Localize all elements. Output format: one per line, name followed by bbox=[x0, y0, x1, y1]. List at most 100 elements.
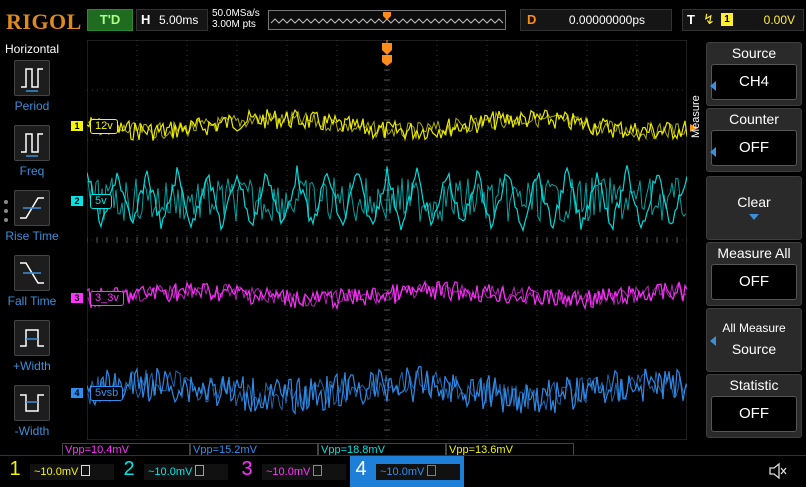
waveform-display[interactable] bbox=[86, 39, 688, 441]
speaker-mute-icon[interactable] bbox=[768, 462, 788, 480]
channel-status-bar: 1 ~10.0mV 2 ~10.0mV 3 ~10.0mV 4 ~10.0mV bbox=[0, 455, 806, 487]
memory-overview-waveform bbox=[270, 12, 504, 24]
freq-icon bbox=[14, 125, 50, 161]
menu-measure-all-label: Measure All bbox=[717, 245, 791, 261]
ch4-scale-value: ~10.0mV bbox=[380, 466, 425, 478]
ch2-bw-icon bbox=[195, 465, 205, 476]
delay-value: 0.00000000ps bbox=[568, 13, 645, 27]
ch3-scale: ~10.0mV bbox=[262, 464, 346, 480]
sample-rate: 50.0MSa/s bbox=[212, 8, 260, 19]
menu-measure-all-value: OFF bbox=[711, 264, 797, 300]
ch1-scale-value: ~10.0mV bbox=[34, 466, 79, 478]
timebase-value: 5.00ms bbox=[159, 13, 199, 27]
memory-overview-bar[interactable] bbox=[268, 10, 506, 30]
menu-statistic-value: OFF bbox=[711, 396, 797, 432]
period-label: Period bbox=[14, 99, 50, 113]
rise-time-icon bbox=[14, 190, 50, 226]
rise-time-function[interactable]: Rise Time bbox=[0, 190, 64, 243]
delay-letter: D bbox=[527, 12, 537, 27]
measurement-1: Vpp=10.4mV bbox=[62, 443, 190, 456]
ch4-label: 5vsb bbox=[90, 386, 124, 401]
menu-title: Measure bbox=[690, 95, 702, 138]
menu-counter-label: Counter bbox=[729, 111, 779, 127]
scroll-indicator bbox=[4, 200, 8, 227]
trigger-display[interactable]: T ↯ 1 0.00V bbox=[682, 9, 804, 31]
menu-source[interactable]: Source CH4 bbox=[706, 42, 802, 106]
rise-time-label: Rise Time bbox=[5, 229, 59, 243]
fall-time-label: Fall Time bbox=[7, 294, 57, 308]
menu-source-value: CH4 bbox=[711, 64, 797, 100]
ch3-scale-value: ~10.0mV bbox=[266, 466, 311, 478]
menu-clear[interactable]: Clear bbox=[706, 176, 802, 240]
trigger-level-marker[interactable] bbox=[690, 122, 700, 132]
freq-function[interactable]: Freq bbox=[0, 125, 64, 178]
menu-measure-all[interactable]: Measure All OFF bbox=[706, 242, 802, 306]
negative-width-label: -Width bbox=[14, 424, 50, 438]
negative-width-icon bbox=[14, 385, 50, 421]
horizontal-letter: H bbox=[141, 12, 151, 27]
menu-source-arrow-icon bbox=[710, 81, 716, 91]
menu-counter-value: OFF bbox=[711, 130, 797, 166]
ch4-number: 4 bbox=[355, 458, 367, 480]
ch3-number: 3 bbox=[241, 458, 253, 480]
run-status-badge[interactable]: T'D bbox=[87, 9, 133, 31]
acquisition-info: 50.0MSa/s 3.00M pts bbox=[212, 8, 260, 30]
ch3-offset-marker[interactable]: 3 bbox=[71, 293, 83, 303]
period-icon bbox=[14, 60, 50, 96]
negative-width-function[interactable]: -Width bbox=[0, 385, 64, 438]
trigger-source: 1 bbox=[721, 13, 733, 26]
ch4-bw-icon bbox=[427, 465, 437, 476]
ch4-offset-marker[interactable]: 4 bbox=[71, 388, 83, 398]
brand-logo: RIGOL bbox=[6, 9, 82, 34]
horizontal-measure-panel: Horizontal Period Freq Rise Time Fall Ti… bbox=[0, 40, 64, 450]
ch1-number: 1 bbox=[9, 458, 21, 480]
positive-width-function[interactable]: +Width bbox=[0, 320, 64, 373]
menu-all-measure-value: Source bbox=[731, 341, 777, 357]
ch2-offset-marker[interactable]: 2 bbox=[71, 196, 83, 206]
ch3-bw-icon bbox=[313, 465, 323, 476]
ch1-offset-marker[interactable]: 1 bbox=[71, 121, 83, 131]
ch1-scale: ~10.0mV bbox=[30, 464, 114, 480]
ch2-status[interactable]: 2 ~10.0mV bbox=[118, 456, 228, 487]
freq-label: Freq bbox=[19, 164, 45, 178]
ch3-label: 3_3v bbox=[90, 291, 124, 306]
ch4-scale: ~10.0mV bbox=[376, 464, 460, 480]
ch2-number: 2 bbox=[123, 458, 135, 480]
positive-width-label: +Width bbox=[13, 359, 51, 373]
menu-counter-arrow-icon bbox=[710, 147, 716, 157]
ch3-status[interactable]: 3 ~10.0mV bbox=[236, 456, 346, 487]
fall-time-icon bbox=[14, 255, 50, 291]
trigger-position-marker[interactable] bbox=[381, 42, 393, 66]
menu-clear-label: Clear bbox=[737, 194, 771, 210]
trigger-letter: T bbox=[687, 12, 695, 27]
measurement-2: Vpp=15.2mV bbox=[190, 443, 318, 456]
ch1-status[interactable]: 1 ~10.0mV bbox=[4, 456, 114, 487]
positive-width-icon bbox=[14, 320, 50, 356]
measurement-3: Vpp=18.8mV bbox=[318, 443, 446, 456]
menu-statistic[interactable]: Statistic OFF bbox=[706, 374, 802, 438]
period-function[interactable]: Period bbox=[0, 60, 64, 113]
ch2-scale: ~10.0mV bbox=[144, 464, 228, 480]
menu-statistic-label: Statistic bbox=[729, 377, 779, 393]
ch2-label: 5v bbox=[90, 194, 112, 209]
ch1-bw-icon bbox=[81, 465, 91, 476]
menu-source-label: Source bbox=[731, 45, 777, 61]
panel-title: Horizontal bbox=[5, 42, 60, 56]
measurement-4: Vpp=13.6mV bbox=[446, 443, 574, 456]
trigger-level: 0.00V bbox=[763, 13, 795, 27]
menu-all-measure-arrow-icon bbox=[710, 336, 716, 346]
menu-all-measure-source[interactable]: All Measure Source bbox=[706, 308, 802, 372]
ch4-status[interactable]: 4 ~10.0mV bbox=[350, 456, 464, 487]
memory-depth: 3.00M pts bbox=[212, 19, 256, 30]
menu-clear-down-icon bbox=[749, 214, 759, 220]
waveform-graticule bbox=[86, 39, 688, 441]
menu-counter[interactable]: Counter OFF bbox=[706, 108, 802, 172]
horizontal-timebase[interactable]: H 5.00ms bbox=[136, 9, 208, 31]
delay-display[interactable]: D 0.00000000ps bbox=[520, 9, 672, 31]
rising-edge-icon: ↯ bbox=[703, 11, 715, 27]
ch2-scale-value: ~10.0mV bbox=[148, 466, 193, 478]
ch1-label: 12v bbox=[90, 119, 118, 134]
top-status-bar: RIGOL T'D H 5.00ms 50.0MSa/s 3.00M pts D… bbox=[0, 0, 806, 38]
fall-time-function[interactable]: Fall Time bbox=[0, 255, 64, 308]
menu-all-measure-label: All Measure bbox=[722, 321, 786, 335]
